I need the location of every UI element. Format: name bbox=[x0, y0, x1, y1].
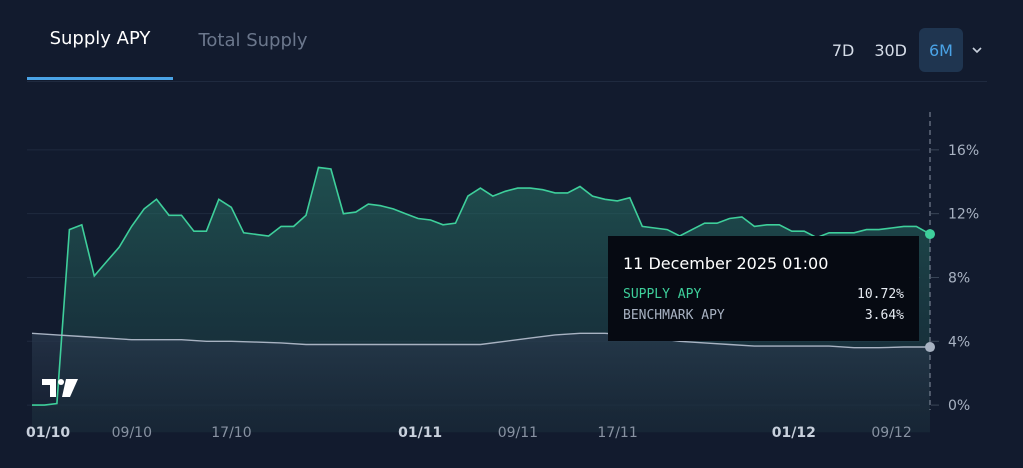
x-tick-label: 09/12 bbox=[871, 425, 911, 441]
x-tick-label: 09/10 bbox=[112, 425, 152, 441]
y-tick-label: 4% bbox=[948, 334, 970, 350]
tab-bar: Supply APY Total Supply bbox=[27, 0, 333, 82]
y-tick-label: 0% bbox=[948, 398, 970, 414]
supply-apy-marker bbox=[925, 229, 935, 240]
range-6m-button[interactable]: 6M bbox=[919, 28, 963, 72]
benchmark-apy-line bbox=[31, 332, 930, 349]
tooltip-row-benchmark: BENCHMARK APY 3.64% bbox=[623, 308, 904, 323]
x-tick-label: 01/11 bbox=[398, 425, 442, 441]
tooltip-benchmark-value: 3.64% bbox=[864, 308, 904, 323]
range-30d-button[interactable]: 30D bbox=[874, 40, 907, 60]
tooltip-supply-label: SUPPLY APY bbox=[623, 287, 702, 302]
x-tick-label: 01/12 bbox=[772, 425, 816, 441]
chart-tooltip: 11 December 2025 01:00 SUPPLY APY 10.72%… bbox=[608, 236, 919, 341]
tooltip-supply-value: 10.72% bbox=[857, 287, 904, 302]
x-tick-label: 17/10 bbox=[211, 425, 251, 441]
supply-apy-line bbox=[32, 166, 931, 406]
x-tick-label: 01/10 bbox=[26, 425, 70, 441]
y-tick-label: 12% bbox=[948, 207, 979, 223]
tooltip-benchmark-label: BENCHMARK APY bbox=[623, 308, 725, 323]
tab-supply-apy[interactable]: Supply APY bbox=[27, 0, 173, 80]
chevron-down-icon[interactable] bbox=[971, 44, 983, 56]
tradingview-logo[interactable] bbox=[40, 376, 80, 400]
tab-total-supply[interactable]: Total Supply bbox=[198, 29, 308, 51]
x-tick-label: 09/11 bbox=[498, 425, 538, 441]
benchmark-apy-area bbox=[32, 333, 930, 433]
tab-divider bbox=[27, 81, 987, 82]
y-tick-label: 16% bbox=[948, 143, 979, 159]
x-tick-label: 17/11 bbox=[597, 425, 637, 441]
tooltip-title: 11 December 2025 01:00 bbox=[623, 254, 829, 273]
tooltip-row-supply: SUPPLY APY 10.72% bbox=[623, 287, 904, 302]
benchmark-apy-marker bbox=[925, 342, 935, 353]
y-tick-label: 8% bbox=[948, 270, 970, 286]
range-7d-button[interactable]: 7D bbox=[831, 40, 855, 60]
range-selector: 7D 30D 6M bbox=[820, 28, 983, 72]
